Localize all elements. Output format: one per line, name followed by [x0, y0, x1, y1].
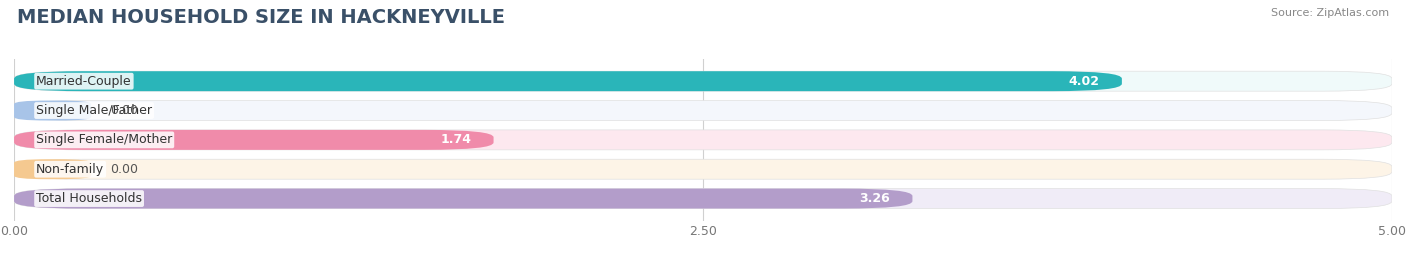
Text: Single Female/Mother: Single Female/Mother: [37, 133, 173, 146]
Text: Single Male/Father: Single Male/Father: [37, 104, 152, 117]
Text: 1.74: 1.74: [440, 133, 471, 146]
Text: Source: ZipAtlas.com: Source: ZipAtlas.com: [1271, 8, 1389, 18]
FancyBboxPatch shape: [14, 159, 91, 179]
FancyBboxPatch shape: [14, 101, 1392, 121]
Text: 0.00: 0.00: [111, 163, 139, 176]
FancyBboxPatch shape: [14, 71, 1392, 91]
Text: 0.00: 0.00: [111, 104, 139, 117]
FancyBboxPatch shape: [14, 159, 1392, 179]
Text: 3.26: 3.26: [859, 192, 890, 205]
Text: Non-family: Non-family: [37, 163, 104, 176]
FancyBboxPatch shape: [14, 71, 1122, 91]
Text: Married-Couple: Married-Couple: [37, 75, 132, 88]
Text: MEDIAN HOUSEHOLD SIZE IN HACKNEYVILLE: MEDIAN HOUSEHOLD SIZE IN HACKNEYVILLE: [17, 8, 505, 27]
FancyBboxPatch shape: [14, 189, 1392, 208]
Text: 4.02: 4.02: [1069, 75, 1099, 88]
FancyBboxPatch shape: [14, 130, 1392, 150]
FancyBboxPatch shape: [14, 130, 494, 150]
Text: Total Households: Total Households: [37, 192, 142, 205]
FancyBboxPatch shape: [14, 189, 912, 208]
FancyBboxPatch shape: [14, 101, 91, 121]
